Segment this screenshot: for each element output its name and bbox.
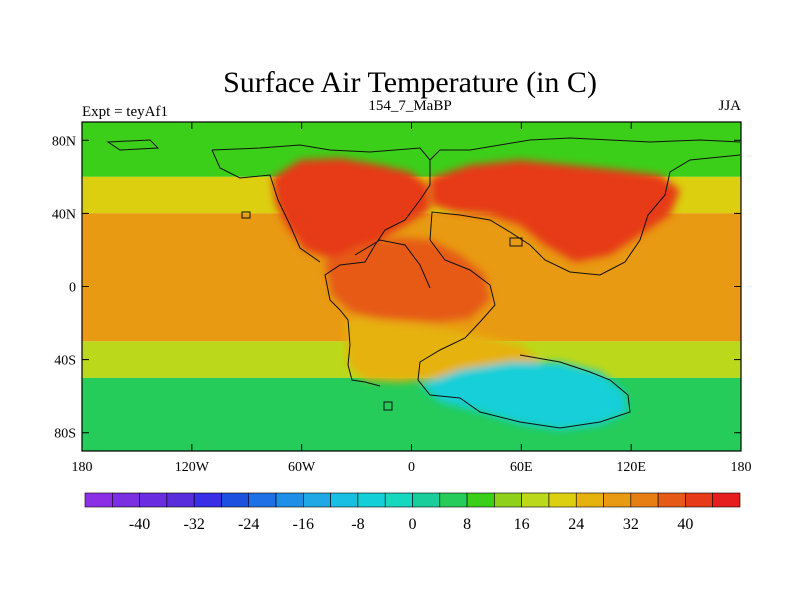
y-tick-label: 40S (54, 354, 76, 369)
colorbar-swatch (166, 492, 195, 508)
colorbar-swatch (603, 492, 632, 508)
colorbar: -40 -32 -24 -16 -8 0 8 16 24 32 40 (84, 492, 741, 533)
y-tick-label: 0 (69, 281, 76, 296)
colorbar-swatch (84, 492, 113, 508)
y-tick-label: 80N (52, 134, 76, 149)
colorbar-swatch (439, 492, 468, 508)
colorbar-swatch (303, 492, 331, 508)
colorbar-swatch (139, 492, 168, 508)
colorbar-label: -8 (351, 516, 364, 533)
x-tick-label: 60E (510, 460, 533, 475)
colorbar-swatch (248, 492, 277, 508)
y-tick-label: 80S (54, 427, 76, 442)
experiment-label: Expt = teyAf1 (82, 104, 168, 120)
colorbar-label: 40 (677, 516, 693, 533)
coastlines (106, 137, 741, 429)
colorbar-label: -16 (293, 516, 314, 533)
colorbar-label: 24 (568, 516, 584, 533)
colorbar-label: 16 (514, 516, 530, 533)
chart-title: Surface Air Temperature (in C) (223, 66, 597, 99)
colorbar-label: 8 (463, 516, 471, 533)
colorbar-swatch (193, 492, 222, 508)
colorbar-swatch (657, 492, 686, 508)
y-axis: 80N 40N 0 40S 80S (52, 134, 741, 442)
colorbar-swatch (712, 492, 741, 508)
colorbar-swatch (384, 492, 413, 508)
x-tick-label: 120E (616, 460, 646, 475)
field-laurasia-west (272, 158, 430, 258)
x-axis: 180 120W 60W 0 60E 120E 180 (72, 122, 752, 475)
colorbar-swatch (412, 492, 441, 508)
colorbar-swatch (357, 492, 386, 508)
colorbar-swatch (111, 492, 140, 508)
field-ocean-southern-high (82, 377, 741, 451)
colorbar-swatch (330, 492, 359, 508)
temperature-map (82, 122, 741, 451)
x-tick-label: 60W (288, 460, 316, 475)
y-tick-label: 40N (52, 207, 76, 222)
colorbar-swatch (630, 492, 659, 508)
x-tick-label: 180 (72, 460, 93, 475)
colorbar-label: 0 (409, 516, 417, 533)
season-label: JJA (718, 98, 741, 114)
field-ocean-polar-north (82, 122, 741, 177)
colorbar-label: -32 (184, 516, 205, 533)
colorbar-swatch (521, 492, 550, 508)
colorbar-swatch (575, 492, 604, 508)
colorbar-swatch (494, 492, 522, 508)
field-laurasia-east (430, 160, 680, 262)
colorbar-swatch (221, 492, 250, 508)
x-tick-label: 180 (731, 460, 752, 475)
colorbar-swatch (275, 492, 304, 508)
x-tick-label: 0 (408, 460, 415, 475)
colorbar-label: -40 (129, 516, 150, 533)
x-tick-label: 120W (175, 460, 210, 475)
field-antarctica (420, 362, 628, 430)
colorbar-swatch (548, 492, 577, 508)
land-field-layer (272, 158, 680, 430)
colorbar-label: 32 (623, 516, 639, 533)
colorbar-swatch (685, 492, 714, 508)
colorbar-label: -24 (238, 516, 259, 533)
colorbar-swatch (466, 492, 495, 508)
period-label: 154_7_MaBP (368, 98, 451, 114)
